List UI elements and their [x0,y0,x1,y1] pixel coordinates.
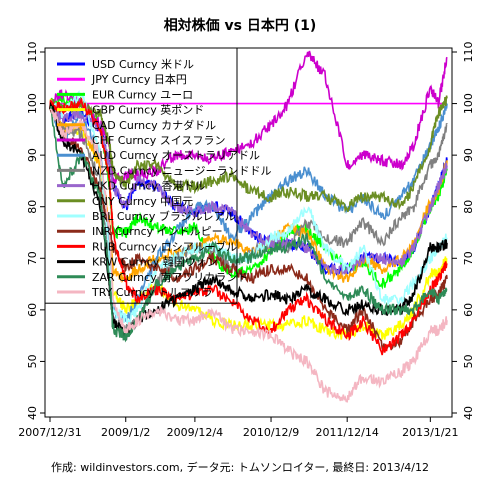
chart-title: 相対株価 vs 日本円 (1) [164,17,317,34]
legend-label: CAD Curncy カナダドル [92,118,216,132]
y-tick-label-left: 50 [26,354,39,368]
y-tick-label-right: 50 [462,354,475,368]
y-tick-label-left: 80 [26,200,39,214]
y-tick-label-right: 80 [462,200,475,214]
legend-label: CNY Curncy 中国元 [92,195,193,208]
legend-label: TRY Curncy トルコリラ [91,286,213,299]
series-line [49,105,448,343]
chart-caption: 作成: wildinvestors.com, データ元: トムソンロイター, 最… [51,460,429,474]
legend-label: HKD Curncy 香港ドル [92,180,205,193]
series-line [49,95,448,214]
x-tick-label: 2011/12/14 [315,426,378,439]
y-tick-label-right: 60 [462,303,475,317]
y-tick-label-left: 70 [26,251,39,265]
y-tick-label-right: 110 [462,42,475,63]
legend-label: ZAR Curncy 南アフリカランド [92,271,248,284]
y-tick-label-left: 60 [26,303,39,317]
legend-label: KRW Curncy 韓国ウォン [92,256,218,269]
y-tick-label-right: 70 [462,251,475,265]
y-tick-label-right: 90 [462,148,475,162]
x-tick-label: 2007/12/31 [18,426,81,439]
y-tick-label-right: 100 [462,93,475,114]
legend-box [44,47,238,304]
x-tick-label: 2009/1/2 [101,426,150,439]
y-tick-label-right: 40 [462,406,475,420]
axes: 40 40 50 50 60 60 70 70 80 80 90 90 100 100 110 110 2007… [18,42,475,440]
plot-area [49,50,448,403]
legend-label: INR Curncy インドルピー [92,225,223,238]
legend-label: JPY Curncy 日本円 [91,72,187,86]
legend-label: GBP Curncy 英ポンド [92,103,204,117]
legend-label: AUD Curncy オーストラリアドル [92,149,260,162]
x-tick-label: 2013/1/21 [402,426,458,439]
y-tick-label-left: 90 [26,148,39,162]
legend-label: BRL Curncy ブラジルレアル [92,209,236,223]
y-tick-label-left: 100 [26,93,39,114]
x-tick-label: 2010/12/9 [243,426,299,439]
legend-label: NZD Curncy ニュージーランドドル [92,164,272,177]
y-tick-label-left: 40 [26,406,39,420]
legend-label: EUR Curncy ユーロ [92,88,193,101]
legend-label: CHF Curncy スイスフラン [92,134,225,147]
series-line [49,97,448,356]
y-tick-label-left: 110 [26,42,39,63]
series-line [49,101,448,276]
x-tick-label: 2009/12/4 [167,426,223,439]
legend-label: RUB Curncy ロシアルーブル [92,239,237,253]
series-line [49,108,448,403]
legend-label: USD Curncy 米ドル [92,58,194,71]
